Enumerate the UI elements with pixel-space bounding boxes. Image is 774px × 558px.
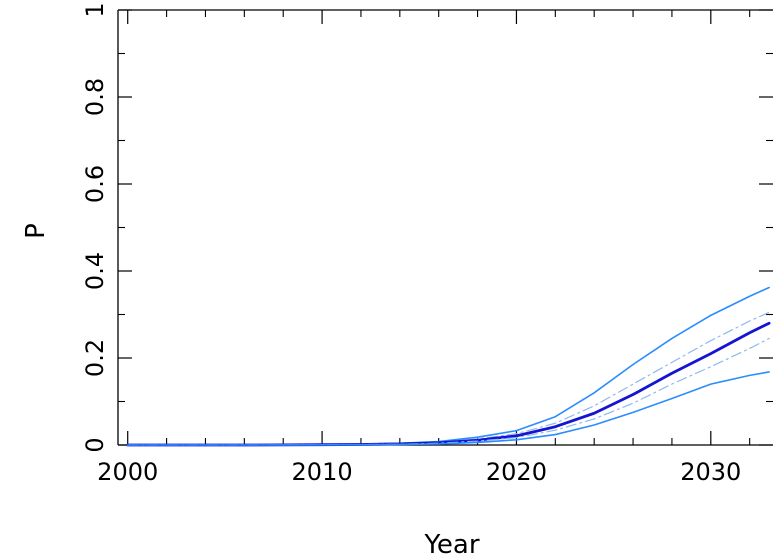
inner-band-line [127, 337, 770, 446]
y-tick-label: 1 [81, 2, 109, 17]
x-tick-label: 2020 [486, 458, 547, 486]
y-tick-label: 0 [81, 437, 109, 452]
outer-band-line [126, 371, 770, 446]
x-tick-label: 2010 [292, 458, 353, 486]
series-group [126, 286, 771, 447]
axes-frame [117, 9, 773, 446]
x-tick-label: 2000 [97, 458, 158, 486]
x-tick-label: 2030 [680, 458, 741, 486]
axis-ticks [118, 9, 773, 446]
x-axis-label: Year [423, 530, 479, 558]
y-axis-label: P [21, 223, 51, 239]
y-tick-label: 0.4 [81, 252, 109, 290]
outer-band-line [126, 286, 770, 446]
inner-band-line [127, 311, 770, 446]
tick-labels: 2000 2010 2020 2030 0 0.2 0.4 0.6 0.8 1 [81, 2, 741, 486]
y-tick-label: 0.8 [81, 78, 109, 116]
y-tick-label: 0.6 [81, 165, 109, 203]
y-tick-label: 0.2 [81, 339, 109, 377]
